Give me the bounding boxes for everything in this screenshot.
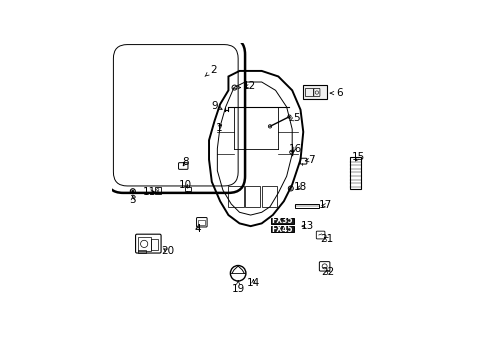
Bar (350, 157, 360, 189)
Text: 5: 5 (289, 113, 299, 123)
Text: 6: 6 (329, 88, 342, 98)
Text: 7: 7 (305, 155, 314, 165)
Text: 10: 10 (179, 180, 192, 190)
Text: 4: 4 (194, 224, 201, 234)
Text: 19: 19 (231, 281, 244, 293)
Text: 21: 21 (320, 234, 333, 244)
Text: 12: 12 (242, 81, 255, 91)
Text: FX35: FX35 (271, 216, 292, 225)
Text: 14: 14 (246, 278, 260, 288)
Text: 15: 15 (351, 152, 365, 162)
Text: 22: 22 (321, 267, 334, 277)
Bar (303, 85, 326, 99)
Bar (198, 220, 204, 225)
Circle shape (131, 190, 134, 192)
Text: 11: 11 (142, 186, 156, 197)
Text: FX45: FX45 (271, 225, 292, 234)
Bar (294, 204, 318, 208)
Bar (138, 237, 150, 251)
Bar (138, 250, 146, 253)
Text: 3: 3 (129, 195, 136, 205)
Bar (261, 186, 276, 207)
Bar (244, 186, 260, 207)
Bar (185, 186, 191, 191)
Bar (155, 187, 160, 194)
Bar (305, 88, 312, 96)
Text: 20: 20 (161, 246, 174, 256)
Text: 9: 9 (211, 100, 222, 111)
Text: 8: 8 (182, 157, 188, 167)
Text: 1: 1 (215, 123, 222, 133)
Bar (270, 218, 293, 224)
Text: 13: 13 (300, 221, 313, 231)
Text: 16: 16 (288, 144, 301, 153)
Bar (228, 186, 243, 207)
Text: 17: 17 (318, 201, 331, 210)
Bar (270, 226, 293, 232)
Bar (151, 239, 158, 250)
Text: 18: 18 (293, 183, 306, 192)
Text: 2: 2 (204, 64, 216, 76)
